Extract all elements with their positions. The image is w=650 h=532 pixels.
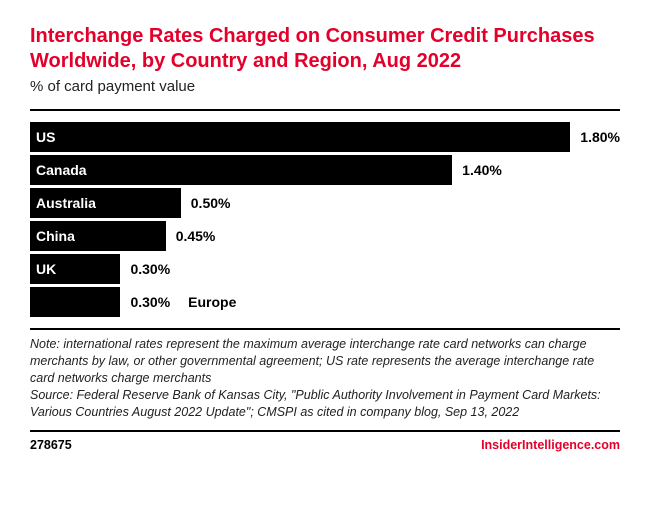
bar-category-label: US (30, 129, 55, 145)
bar-category-label: Europe (188, 294, 236, 310)
bar-category-label: UK (30, 261, 56, 277)
footer-brand: InsiderIntelligence.com (481, 438, 620, 452)
bar-category-label: China (30, 228, 75, 244)
bar-row: US 1.80% (30, 122, 620, 152)
bar: UK (30, 254, 120, 284)
bar-value-label: 0.45% (176, 228, 216, 244)
chart-footer: 278675 InsiderIntelligence.com (30, 438, 620, 452)
chart-title: Interchange Rates Charged on Consumer Cr… (30, 24, 620, 74)
bar-value-label: 1.40% (462, 162, 502, 178)
bar-row: Australia 0.50% (30, 188, 620, 218)
bar-chart: US 1.80% Canada 1.40% Australia 0.50% China 0.4… (30, 109, 620, 330)
bar: US (30, 122, 570, 152)
bar (30, 287, 120, 317)
bar-category-label: Australia (30, 195, 96, 211)
bar-value-label: 0.30% (130, 294, 170, 310)
note-text: Note: international rates represent the … (30, 337, 594, 385)
chart-card: Interchange Rates Charged on Consumer Cr… (0, 0, 650, 532)
bar-row: China 0.45% (30, 221, 620, 251)
chart-subtitle: % of card payment value (30, 78, 620, 95)
bar: China (30, 221, 166, 251)
bar-category-label: Canada (30, 162, 87, 178)
footer-id: 278675 (30, 438, 72, 452)
bar: Canada (30, 155, 452, 185)
bar-value-label: 0.30% (130, 261, 170, 277)
bar-row: 0.30% Europe (30, 287, 620, 317)
source-text: Source: Federal Reserve Bank of Kansas C… (30, 388, 601, 419)
bar-value-label: 1.80% (580, 129, 620, 145)
bar-row: Canada 1.40% (30, 155, 620, 185)
bar-row: UK 0.30% (30, 254, 620, 284)
bar-value-label: 0.50% (191, 195, 231, 211)
bar: Australia (30, 188, 181, 218)
chart-note: Note: international rates represent the … (30, 336, 620, 432)
